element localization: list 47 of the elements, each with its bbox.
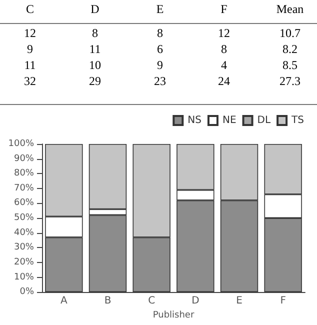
x-tick-label: D — [192, 296, 200, 307]
y-tick-label: 80% — [14, 168, 34, 179]
text: 8.5 — [282, 58, 298, 73]
text: 6 — [157, 42, 163, 57]
y-tick-label: 20% — [14, 257, 34, 268]
legend-label: NE — [222, 115, 236, 126]
x-tick-label: B — [104, 296, 112, 307]
text: F — [220, 2, 228, 17]
text: 27.3 — [280, 74, 300, 89]
x-tick-label: C — [148, 296, 156, 307]
text: D — [90, 2, 100, 17]
y-tick-label: 10% — [14, 272, 34, 282]
text: 8 — [92, 26, 98, 41]
y-tick-label: 40% — [14, 228, 34, 238]
legend-label: DL — [257, 115, 271, 126]
y-tick-label: 50% — [14, 213, 34, 224]
x-tick-label: F — [280, 296, 286, 307]
text: E — [156, 2, 164, 17]
text: 24 — [218, 74, 230, 89]
text: Mean — [276, 2, 304, 17]
text: C — [26, 2, 34, 17]
text: 4 — [221, 58, 227, 73]
x-axis-title: Publisher — [152, 310, 194, 320]
text: 10.7 — [280, 26, 300, 41]
y-tick-label: 90% — [14, 154, 34, 164]
y-tick-label: 0% — [20, 287, 34, 298]
legend-label: NS — [188, 115, 202, 126]
y-tick-label: 30% — [14, 242, 34, 253]
text: 8.2 — [282, 42, 298, 57]
y-tick-label: 60% — [14, 198, 34, 208]
text: 8 — [157, 26, 163, 41]
text: 9 — [27, 42, 33, 57]
x-tick-label: A — [60, 296, 68, 307]
text: 10 — [89, 58, 101, 73]
text: 9 — [157, 58, 163, 73]
text: 32 — [24, 74, 36, 89]
text: 29 — [89, 74, 101, 89]
text: 11 — [24, 58, 36, 73]
y-tick-label: 100% — [8, 139, 34, 149]
text: 8 — [221, 42, 227, 57]
legend-label: TS — [290, 115, 304, 126]
x-tick-label: E — [236, 296, 242, 307]
text: 12 — [218, 26, 230, 41]
y-tick-label: 70% — [14, 183, 34, 194]
text: 11 — [89, 42, 101, 57]
text: 23 — [154, 74, 166, 89]
text: 12 — [24, 26, 36, 41]
